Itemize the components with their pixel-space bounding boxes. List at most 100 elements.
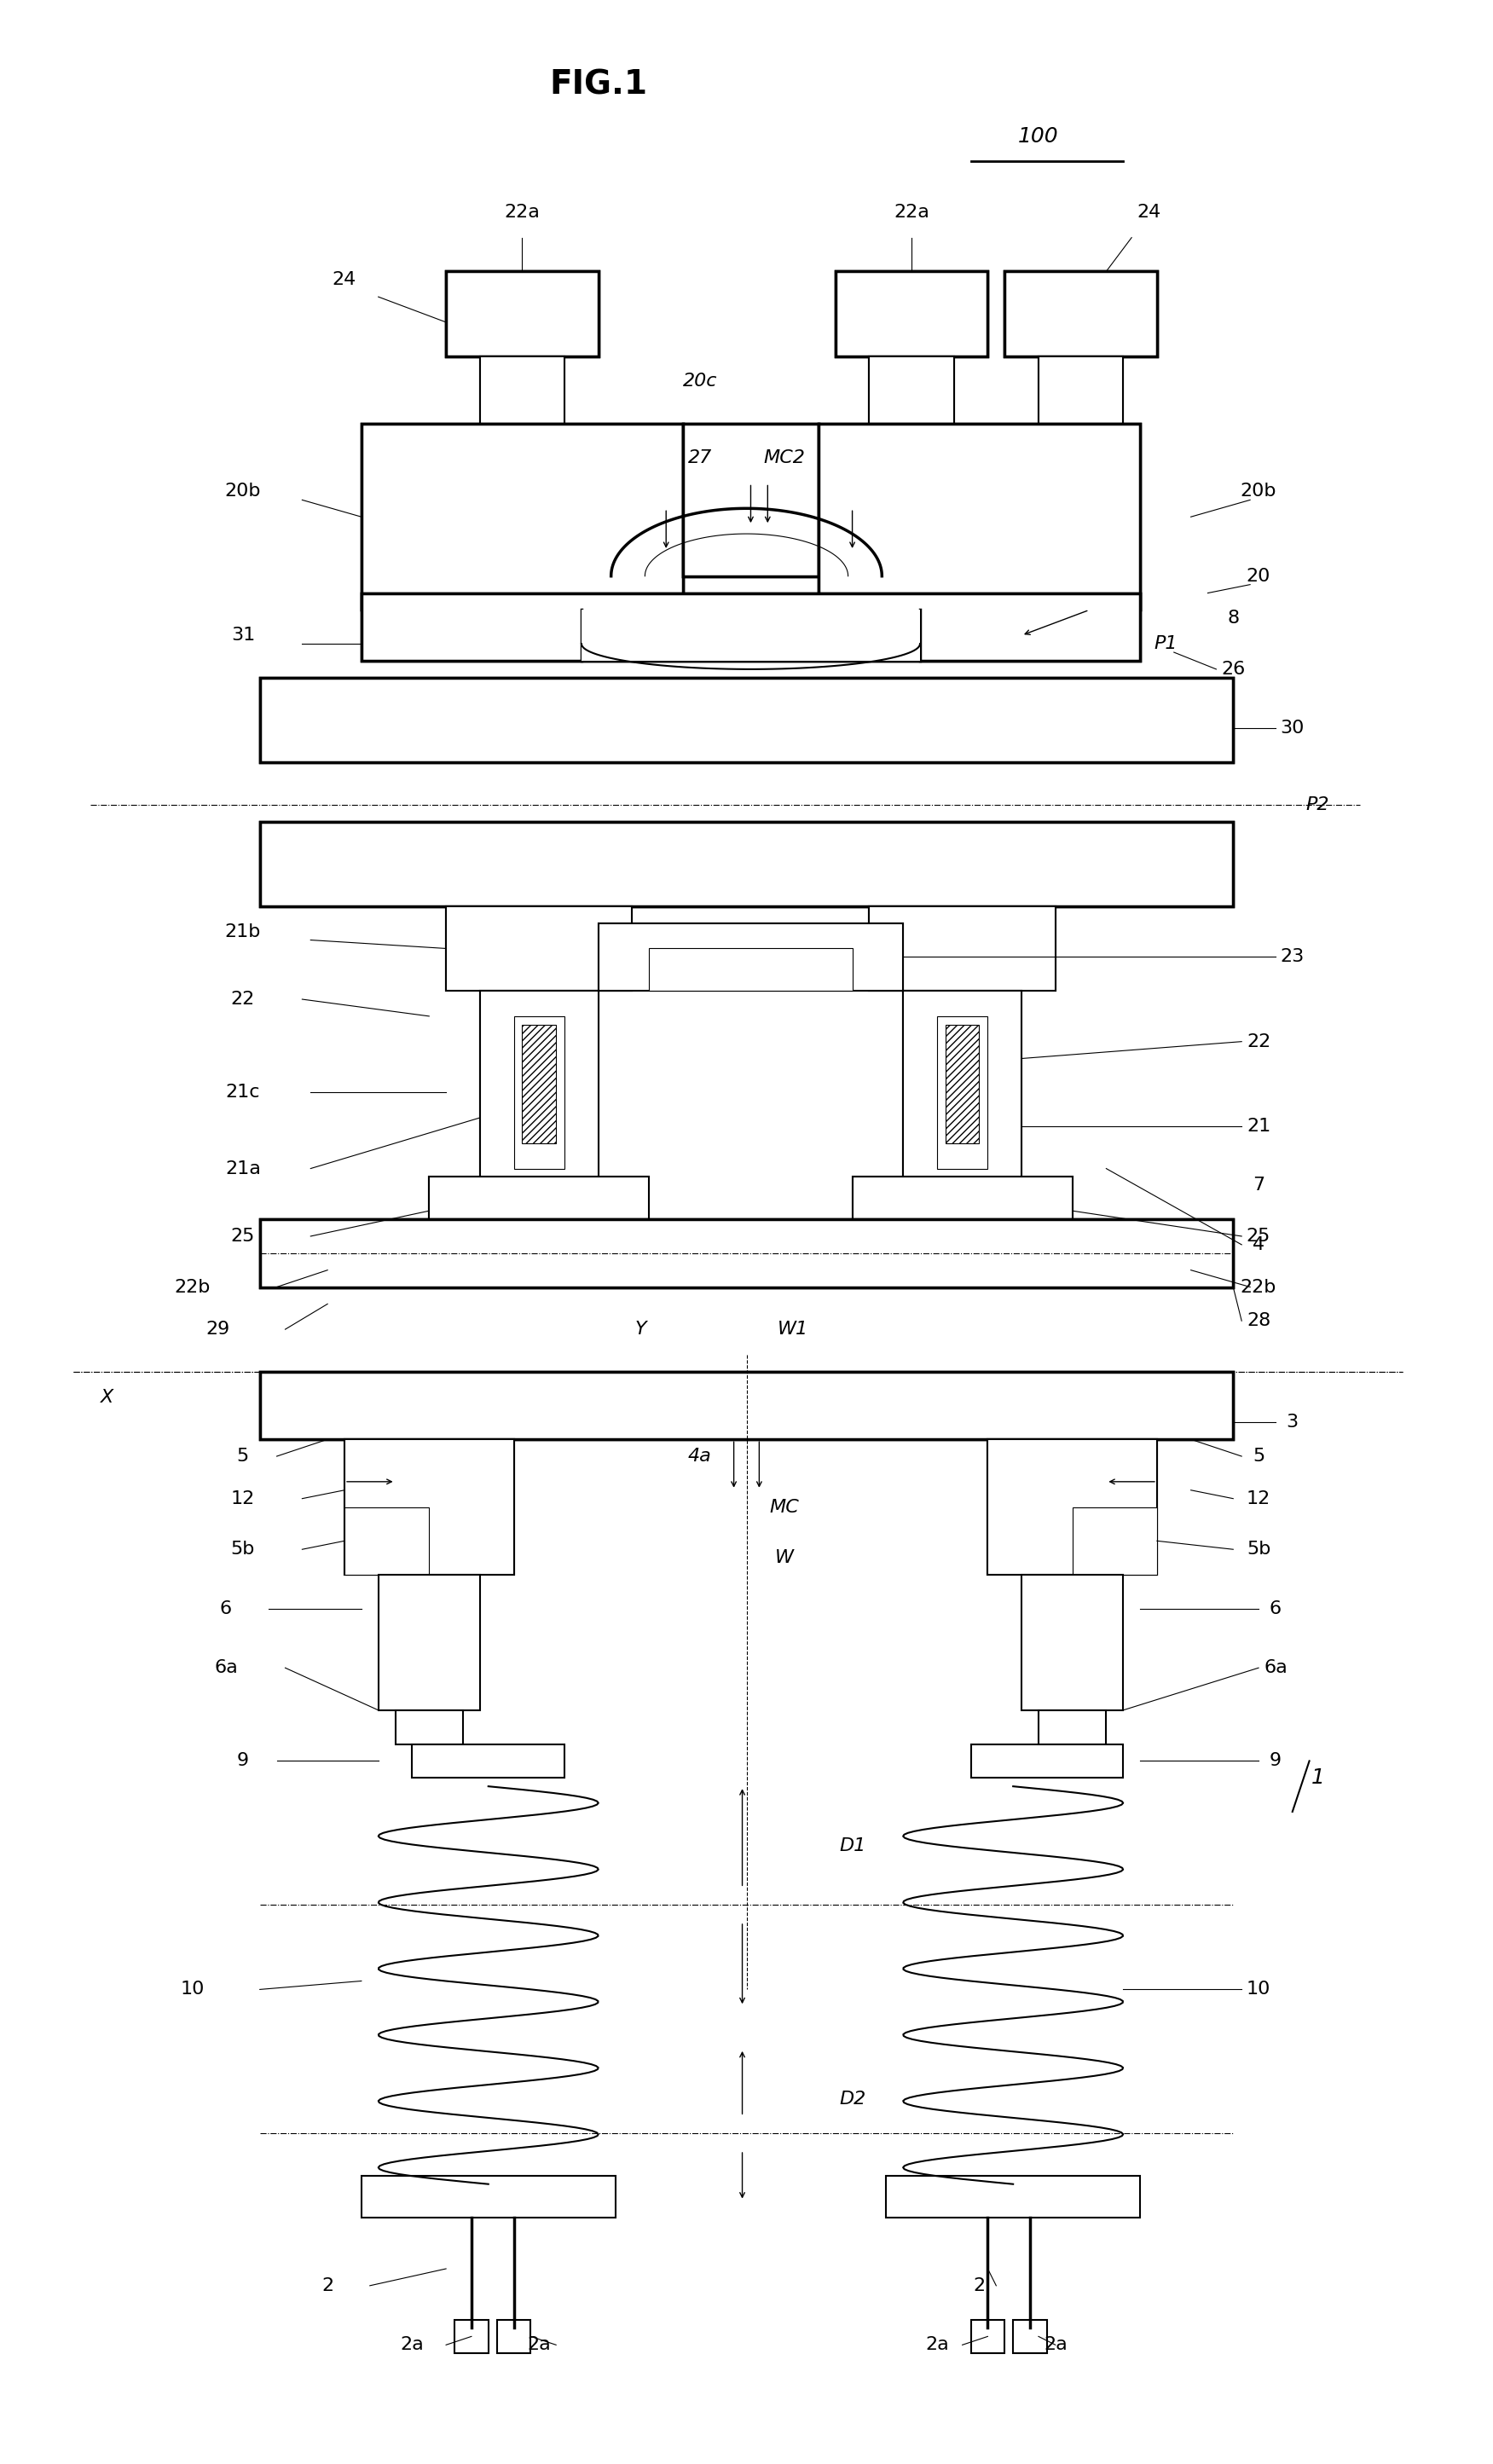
Bar bbox=[599, 924, 903, 991]
FancyBboxPatch shape bbox=[479, 357, 564, 441]
Text: 20: 20 bbox=[1247, 567, 1271, 584]
Bar bbox=[523, 1025, 555, 1143]
FancyBboxPatch shape bbox=[836, 271, 988, 357]
FancyBboxPatch shape bbox=[818, 424, 1141, 611]
Text: 20c: 20c bbox=[682, 372, 717, 389]
Bar bbox=[903, 991, 1021, 1185]
Text: 24: 24 bbox=[333, 271, 357, 288]
FancyBboxPatch shape bbox=[1039, 357, 1123, 441]
Text: 28: 28 bbox=[1247, 1313, 1271, 1331]
FancyBboxPatch shape bbox=[260, 1372, 1233, 1439]
Text: 5b: 5b bbox=[231, 1540, 255, 1557]
Text: 9: 9 bbox=[237, 1752, 249, 1769]
FancyBboxPatch shape bbox=[1014, 2319, 1047, 2353]
Text: 22: 22 bbox=[231, 991, 255, 1008]
FancyBboxPatch shape bbox=[260, 678, 1233, 761]
Text: 22b: 22b bbox=[1241, 1279, 1277, 1296]
FancyBboxPatch shape bbox=[479, 991, 599, 1185]
Bar bbox=[1039, 357, 1123, 441]
Bar bbox=[988, 1439, 1157, 1574]
FancyBboxPatch shape bbox=[1005, 271, 1157, 357]
Text: 6: 6 bbox=[1269, 1599, 1281, 1616]
FancyBboxPatch shape bbox=[260, 821, 1233, 907]
Bar bbox=[479, 357, 564, 441]
Bar bbox=[682, 424, 818, 577]
FancyBboxPatch shape bbox=[446, 907, 632, 991]
FancyBboxPatch shape bbox=[1039, 1710, 1106, 1745]
FancyBboxPatch shape bbox=[869, 907, 1056, 991]
Text: P1: P1 bbox=[1154, 636, 1176, 653]
Text: 29: 29 bbox=[206, 1321, 230, 1338]
Bar bbox=[869, 907, 1056, 991]
FancyBboxPatch shape bbox=[378, 1574, 479, 1710]
Text: D1: D1 bbox=[839, 1838, 866, 1853]
Text: 20b: 20b bbox=[225, 483, 261, 500]
FancyBboxPatch shape bbox=[599, 924, 903, 991]
Text: 12: 12 bbox=[231, 1491, 255, 1508]
Text: 2a: 2a bbox=[400, 2336, 424, 2353]
Text: 5: 5 bbox=[1253, 1449, 1265, 1464]
FancyBboxPatch shape bbox=[682, 424, 818, 577]
Text: 2a: 2a bbox=[527, 2336, 551, 2353]
Text: 2: 2 bbox=[321, 2277, 333, 2294]
Bar bbox=[446, 907, 632, 991]
Bar bbox=[818, 424, 1141, 611]
Text: W: W bbox=[775, 1550, 794, 1567]
Text: 2: 2 bbox=[973, 2277, 985, 2294]
Bar bbox=[581, 611, 920, 660]
Text: 6: 6 bbox=[219, 1599, 231, 1616]
FancyBboxPatch shape bbox=[853, 1178, 1072, 1227]
Text: P2: P2 bbox=[1306, 796, 1330, 813]
Text: 24: 24 bbox=[1136, 205, 1160, 222]
Bar bbox=[428, 1178, 649, 1227]
FancyBboxPatch shape bbox=[361, 424, 682, 611]
FancyBboxPatch shape bbox=[1021, 1574, 1123, 1710]
Text: 21b: 21b bbox=[225, 924, 261, 941]
FancyBboxPatch shape bbox=[260, 1220, 1233, 1286]
Text: 21: 21 bbox=[1247, 1119, 1271, 1136]
Text: 1: 1 bbox=[1311, 1767, 1324, 1789]
Text: 31: 31 bbox=[231, 626, 255, 643]
FancyBboxPatch shape bbox=[869, 357, 954, 441]
Text: 2a: 2a bbox=[1044, 2336, 1067, 2353]
FancyBboxPatch shape bbox=[887, 2176, 1141, 2218]
Text: 20b: 20b bbox=[1241, 483, 1277, 500]
Text: X: X bbox=[102, 1390, 113, 1404]
Text: 22a: 22a bbox=[894, 205, 930, 222]
Text: 22: 22 bbox=[1247, 1032, 1271, 1050]
FancyBboxPatch shape bbox=[1072, 1508, 1157, 1574]
FancyBboxPatch shape bbox=[970, 1745, 1123, 1779]
Text: W1: W1 bbox=[778, 1321, 808, 1338]
Text: 30: 30 bbox=[1281, 719, 1305, 737]
Bar bbox=[260, 678, 1233, 761]
Text: 25: 25 bbox=[1247, 1227, 1271, 1244]
Text: 8: 8 bbox=[1227, 611, 1239, 626]
Text: 4a: 4a bbox=[688, 1449, 712, 1464]
Text: MC2: MC2 bbox=[764, 448, 805, 466]
FancyBboxPatch shape bbox=[361, 2176, 615, 2218]
Text: 2a: 2a bbox=[926, 2336, 948, 2353]
Text: 26: 26 bbox=[1221, 660, 1245, 678]
Bar bbox=[945, 1025, 979, 1143]
Text: 23: 23 bbox=[1281, 949, 1305, 966]
Bar bbox=[260, 821, 1233, 907]
Text: 22b: 22b bbox=[175, 1279, 211, 1296]
FancyBboxPatch shape bbox=[361, 594, 1141, 660]
Text: FIG.1: FIG.1 bbox=[549, 69, 648, 101]
FancyBboxPatch shape bbox=[903, 991, 1021, 1185]
Text: 7: 7 bbox=[1253, 1178, 1265, 1195]
Text: Y: Y bbox=[635, 1321, 646, 1338]
Text: 21a: 21a bbox=[225, 1161, 261, 1178]
Bar bbox=[361, 594, 1141, 660]
Bar bbox=[1005, 271, 1157, 357]
Bar bbox=[361, 424, 682, 611]
Text: D2: D2 bbox=[839, 2092, 866, 2109]
Text: 9: 9 bbox=[1269, 1752, 1281, 1769]
Text: 21c: 21c bbox=[225, 1084, 260, 1101]
Bar bbox=[479, 991, 599, 1185]
FancyBboxPatch shape bbox=[446, 271, 599, 357]
FancyBboxPatch shape bbox=[345, 1508, 428, 1574]
FancyBboxPatch shape bbox=[454, 2319, 488, 2353]
Text: 6a: 6a bbox=[1263, 1658, 1287, 1676]
Bar bbox=[869, 357, 954, 441]
